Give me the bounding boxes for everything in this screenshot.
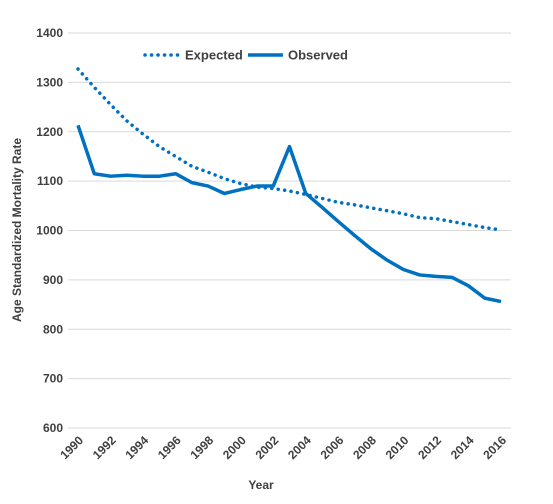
y-axis-title: Age Standardized Mortality Rate (10, 138, 24, 322)
y-tick-label: 1200 (36, 125, 63, 139)
x-tick-label: 1998 (187, 433, 216, 462)
gridlines (68, 32, 511, 429)
x-tick-label: 1990 (57, 433, 86, 462)
x-tick-label: 1994 (122, 433, 151, 462)
legend-label-expected: Expected (185, 48, 243, 63)
y-tick-label: 900 (43, 273, 63, 287)
series-line-observed (76, 124, 502, 304)
y-tick-label: 600 (43, 421, 63, 435)
x-tick-label: 2012 (415, 433, 444, 462)
y-tick-label: 800 (43, 322, 63, 336)
y-tick-label: 700 (43, 372, 63, 386)
y-tick-label: 1400 (36, 26, 63, 40)
x-tick-label: 2014 (448, 433, 477, 462)
x-tick-label: 2000 (220, 433, 249, 462)
y-tick-label: 1100 (37, 174, 63, 188)
x-tick-label: 2010 (383, 433, 412, 462)
x-tick-label: 2016 (480, 433, 509, 462)
x-tick-label: 2002 (253, 433, 282, 462)
x-tick-label: 2008 (350, 433, 379, 462)
legend-label-observed: Observed (288, 48, 348, 63)
x-tick-label: 2004 (285, 433, 314, 462)
x-tick-label: 1992 (90, 433, 119, 462)
y-tick-label: 1000 (36, 224, 63, 238)
x-axis-title: Year (248, 478, 274, 492)
legend: Expected Observed (143, 48, 348, 63)
series-lines (76, 67, 503, 304)
x-axis-ticks: 1990 1992 1994 1996 1998 2000 2002 2004 2006 2008… (57, 433, 509, 462)
y-axis-ticks: 600 700 800 900 1000 1100 1200 1300 1400 (36, 26, 63, 435)
x-tick-label: 2006 (318, 433, 347, 462)
series-line-expected (76, 67, 503, 232)
y-tick-label: 1300 (36, 75, 63, 89)
x-tick-label: 1996 (155, 433, 184, 462)
